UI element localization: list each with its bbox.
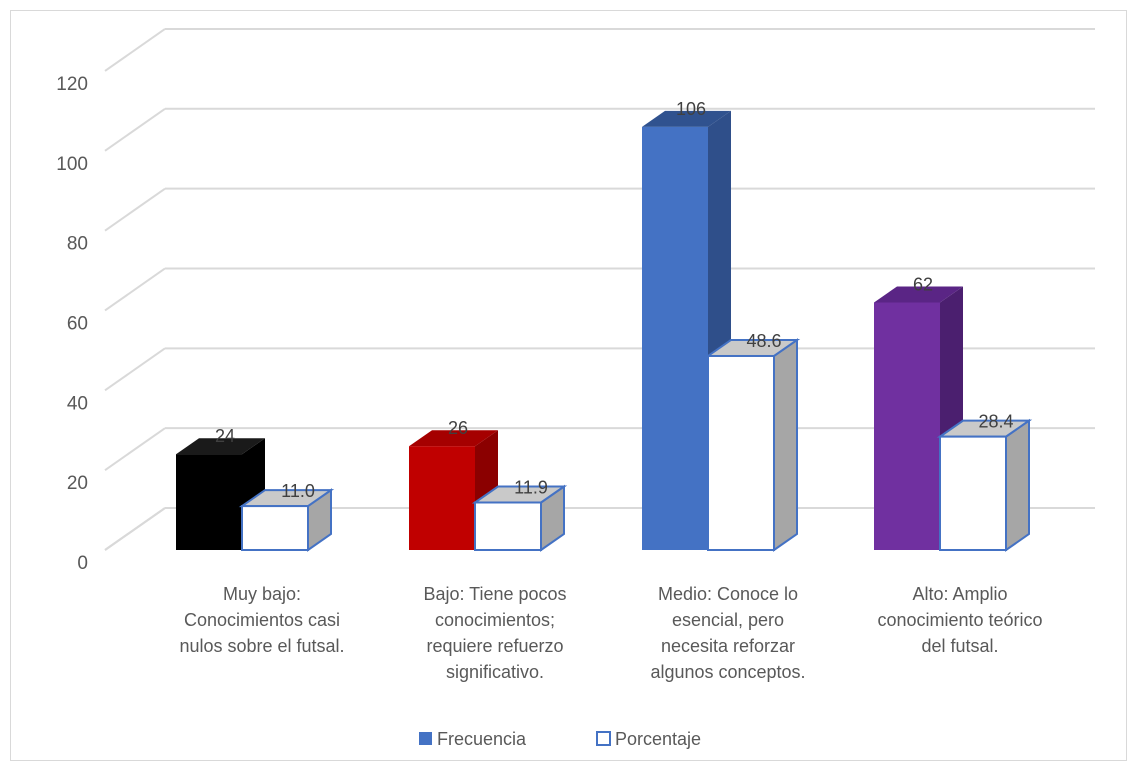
bar-frecuencia-front — [409, 446, 475, 550]
data-label-frecuencia: 62 — [913, 274, 933, 294]
bar-porcentaje-front — [707, 354, 775, 551]
gridline-depth — [104, 427, 166, 471]
category-label-line: nulos sobre el futsal. — [179, 636, 344, 656]
bar-porcentaje — [471, 484, 568, 552]
category-label-line: esencial, pero — [672, 610, 784, 630]
bar-frecuencia-front — [176, 454, 242, 550]
y-tick-label: 40 — [67, 393, 88, 414]
gridline-depth — [104, 28, 166, 72]
bar-frecuencia-front — [874, 302, 940, 550]
bar-porcentaje — [936, 418, 1033, 552]
data-label-porcentaje: 48.6 — [746, 331, 781, 351]
bar-frecuencia-top — [874, 286, 963, 303]
bar-porcentaje-side — [773, 338, 798, 552]
bar-frecuencia — [176, 438, 265, 550]
data-label-porcentaje: 11.9 — [514, 477, 548, 497]
gridline-depth — [104, 267, 166, 312]
category-label: Medio: Conoce lo esencial, pero necesita r… — [650, 584, 805, 682]
gridline-depth — [104, 187, 166, 232]
y-tick-label: 60 — [67, 313, 88, 334]
bar-porcentaje — [704, 338, 801, 552]
y-tick-label: 100 — [56, 154, 88, 175]
y-tick-label: 80 — [67, 234, 88, 255]
data-label-frecuencia: 106 — [676, 99, 706, 119]
category-label-line: necesita reforzar — [661, 636, 795, 656]
bar-frecuencia-top — [409, 430, 498, 447]
floor-depth-line — [104, 507, 166, 551]
y-tick-label: 0 — [77, 553, 88, 574]
category-label-line: Conocimientos casi — [184, 610, 340, 630]
data-label-porcentaje: 28.4 — [978, 412, 1013, 432]
category-label-line: Bajo: Tiene pocos — [423, 584, 566, 604]
category-label-line: significativo. — [446, 662, 544, 682]
category-label-line: Alto: Amplio — [912, 584, 1007, 604]
bar-porcentaje-front — [474, 501, 542, 552]
bar-porcentaje-side — [1005, 418, 1030, 552]
category-label-line: requiere refuerzo — [426, 636, 563, 656]
bar-porcentaje-front — [939, 435, 1007, 551]
data-label-porcentaje: 11.0 — [281, 481, 315, 501]
legend-swatch-porcentaje — [596, 731, 611, 746]
bars — [176, 110, 1033, 552]
bar-frecuencia-top — [176, 438, 265, 455]
category-label: Bajo: Tiene pocos conocimientos; requiere … — [423, 584, 566, 682]
category-label-line: Muy bajo: — [223, 584, 301, 604]
category-label-line: conocimiento teórico — [877, 610, 1042, 630]
y-tick-label: 20 — [67, 473, 88, 494]
legend-label-frecuencia: Frecuencia — [437, 729, 527, 749]
x-axis-categories: Muy bajo: Conocimientos casi nulos sobre e… — [179, 584, 1042, 682]
y-axis-ticks: 0 20 40 60 80 100 120 — [56, 74, 88, 574]
category-label: Alto: Amplio conocimiento teórico del futs… — [877, 584, 1042, 656]
category-label-line: conocimientos; — [435, 610, 555, 630]
y-tick-label: 120 — [56, 74, 88, 95]
legend: Frecuencia Porcentaje — [419, 729, 701, 749]
legend-label-porcentaje: Porcentaje — [615, 729, 701, 749]
bar-porcentaje-front — [241, 505, 309, 552]
category-label-line: del futsal. — [921, 636, 998, 656]
data-label-frecuencia: 26 — [448, 418, 468, 438]
bar-frecuencia-front — [642, 126, 708, 551]
bar-frecuencia-top — [642, 110, 731, 127]
legend-swatch-frecuencia — [419, 732, 432, 745]
category-label-line: algunos conceptos. — [650, 662, 805, 682]
category-label: Muy bajo: Conocimientos casi nulos sobre e… — [179, 584, 344, 656]
gridline-depth — [104, 347, 166, 392]
data-label-frecuencia: 24 — [215, 426, 235, 446]
gridline-depth — [104, 107, 166, 152]
bar-porcentaje — [238, 488, 335, 552]
data-labels: 24 11.0 26 11.9 106 48.6 62 28.4 — [215, 99, 1014, 501]
bar-frecuencia — [642, 110, 731, 551]
category-label-line: Medio: Conoce lo — [658, 584, 798, 604]
